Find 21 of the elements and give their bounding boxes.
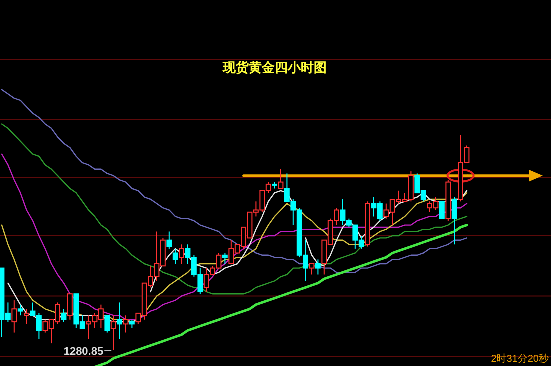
chart-title: 现货黄金四小时图: [222, 60, 327, 75]
annotation: 1280.85: [64, 346, 104, 358]
candlestick: [179, 244, 184, 264]
candlestick: [117, 302, 122, 340]
candlestick: [440, 201, 445, 220]
candlestick: [24, 308, 30, 325]
candlestick: [172, 248, 178, 264]
candlestick: [110, 315, 116, 350]
candlestick: [61, 308, 67, 323]
candlestick: [309, 264, 315, 276]
candlestick: [18, 304, 24, 316]
candlestick: [68, 294, 73, 320]
candlestick: [166, 231, 172, 250]
candlestick: [12, 300, 18, 334]
candlestick: [452, 196, 458, 246]
candlestick: [222, 252, 228, 264]
text: 2时31分20秒: [491, 353, 549, 365]
candlestick: [104, 315, 110, 334]
candlestick: [316, 259, 321, 276]
candlestick: [123, 315, 129, 334]
candlestick: [278, 168, 284, 190]
